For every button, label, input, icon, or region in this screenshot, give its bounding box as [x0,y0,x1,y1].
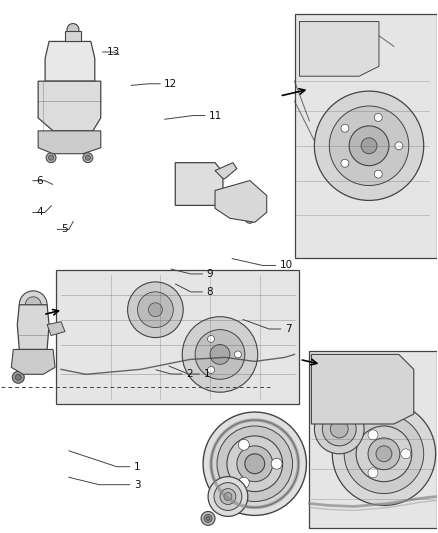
Circle shape [374,114,382,122]
Circle shape [211,420,298,507]
Ellipse shape [177,166,217,205]
Circle shape [224,492,232,500]
Circle shape [208,367,215,374]
Circle shape [368,438,400,470]
Circle shape [368,468,378,478]
Ellipse shape [210,344,230,365]
Circle shape [356,426,412,482]
Polygon shape [215,163,237,179]
Text: 6: 6 [37,176,43,185]
Circle shape [247,216,252,221]
Text: 5: 5 [61,224,68,235]
Circle shape [322,412,356,446]
Circle shape [208,477,248,516]
Text: 3: 3 [134,480,141,490]
Circle shape [401,449,411,459]
Ellipse shape [138,292,173,328]
Polygon shape [56,270,300,404]
Ellipse shape [337,374,381,404]
Text: 13: 13 [106,47,120,57]
Circle shape [395,142,403,150]
Polygon shape [309,351,437,528]
Ellipse shape [349,126,389,166]
Ellipse shape [195,329,245,379]
Polygon shape [300,21,379,76]
Text: 4: 4 [37,207,43,217]
Circle shape [49,155,53,160]
Ellipse shape [182,317,258,392]
Circle shape [250,193,260,204]
Text: 11: 11 [209,110,223,120]
Text: 2: 2 [186,369,193,379]
Text: 9: 9 [206,269,213,279]
Circle shape [220,489,236,504]
Circle shape [203,412,307,515]
Polygon shape [215,181,267,222]
Text: 1: 1 [203,369,210,379]
Polygon shape [38,131,101,154]
Circle shape [368,430,378,440]
Ellipse shape [345,380,373,398]
Text: 10: 10 [279,261,293,270]
Ellipse shape [148,303,162,317]
Circle shape [85,155,90,160]
Polygon shape [47,321,65,336]
Circle shape [252,196,257,201]
Text: 1: 1 [134,462,141,472]
Circle shape [332,402,436,505]
Polygon shape [11,350,55,374]
Circle shape [15,374,21,380]
Ellipse shape [192,181,202,190]
Circle shape [217,426,293,502]
Polygon shape [45,42,95,81]
Circle shape [330,420,348,438]
Circle shape [67,23,79,36]
Polygon shape [38,81,101,131]
Circle shape [208,335,215,342]
Ellipse shape [50,86,86,122]
Circle shape [214,482,242,511]
Circle shape [12,372,24,383]
Circle shape [245,213,255,223]
Circle shape [341,159,349,167]
Ellipse shape [19,291,47,319]
Circle shape [237,446,273,482]
Circle shape [271,458,282,469]
Ellipse shape [25,297,41,313]
Circle shape [46,153,56,163]
Ellipse shape [185,174,209,197]
Circle shape [245,454,265,474]
Circle shape [341,124,349,132]
Polygon shape [65,31,81,42]
Ellipse shape [127,282,183,337]
Circle shape [376,446,392,462]
Ellipse shape [314,91,424,200]
Text: 7: 7 [285,324,291,334]
Text: 8: 8 [206,287,213,297]
Ellipse shape [58,94,78,114]
Ellipse shape [329,106,409,185]
Circle shape [234,351,241,358]
Circle shape [83,153,93,163]
Polygon shape [175,163,223,205]
Ellipse shape [361,138,377,154]
Circle shape [227,436,283,491]
Circle shape [206,516,210,520]
Circle shape [238,477,249,488]
Circle shape [374,170,382,178]
Circle shape [344,414,424,494]
Polygon shape [17,305,49,350]
Polygon shape [294,14,437,258]
Circle shape [314,404,364,454]
Circle shape [201,512,215,526]
Polygon shape [311,354,414,424]
Circle shape [204,514,212,522]
Circle shape [238,439,249,450]
Text: 12: 12 [164,79,177,89]
